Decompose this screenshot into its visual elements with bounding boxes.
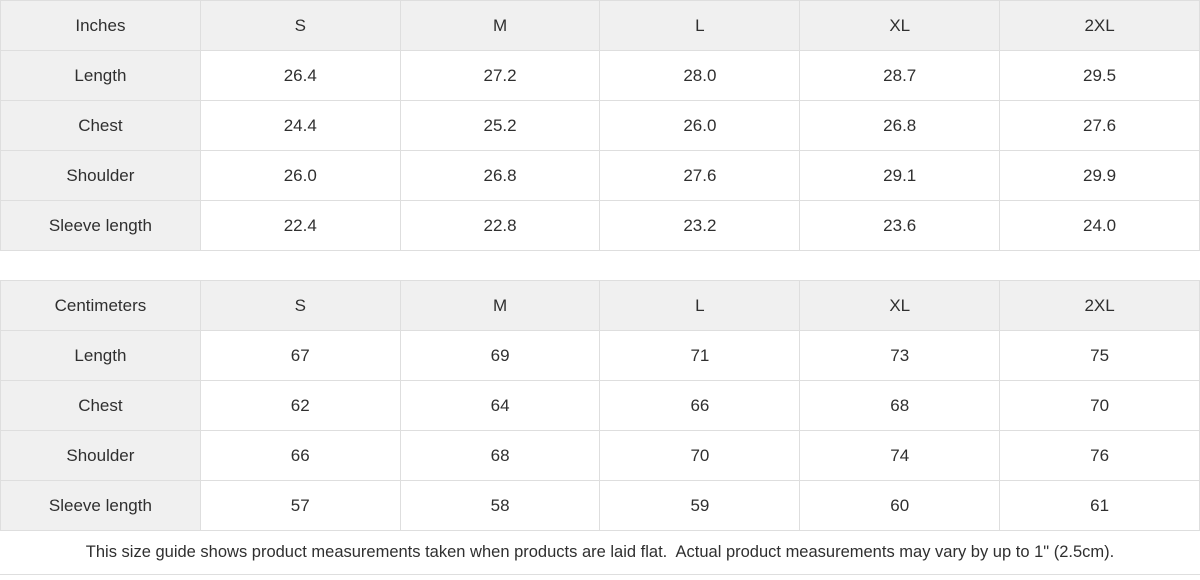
value-cell: 64 xyxy=(399,380,601,431)
row-label-cell: Sleeve length xyxy=(0,200,201,251)
value-cell: 29.1 xyxy=(799,150,1001,201)
value-cell: 26.0 xyxy=(599,100,801,151)
value-cell: 22.8 xyxy=(399,200,601,251)
value-cell: 28.0 xyxy=(599,50,801,101)
value-cell: 58 xyxy=(399,480,601,531)
value-cell: 60 xyxy=(799,480,1001,531)
centimeters-table: Centimeters S M L XL 2XL Length 67 69 71 73 75 Chest… xyxy=(0,280,1200,531)
row-label-cell: Shoulder xyxy=(0,430,201,481)
value-cell: 23.6 xyxy=(799,200,1001,251)
row-label-cell: Chest xyxy=(0,380,201,431)
value-cell: 74 xyxy=(799,430,1001,481)
size-header-cell: M xyxy=(399,280,601,331)
value-cell: 61 xyxy=(999,480,1200,531)
size-guide-note: This size guide shows product measuremen… xyxy=(0,531,1200,575)
value-cell: 75 xyxy=(999,330,1200,381)
value-cell: 70 xyxy=(999,380,1200,431)
size-header-cell: 2XL xyxy=(999,0,1200,51)
value-cell: 69 xyxy=(399,330,601,381)
value-cell: 25.2 xyxy=(399,100,601,151)
table-row: Shoulder 26.0 26.8 27.6 29.1 29.9 xyxy=(0,150,1200,201)
table-row: Shoulder 66 68 70 74 76 xyxy=(0,430,1200,481)
size-header-cell: M xyxy=(399,0,601,51)
unit-header-cell: Centimeters xyxy=(0,280,201,331)
value-cell: 28.7 xyxy=(799,50,1001,101)
inches-table: Inches S M L XL 2XL Length 26.4 27.2 28.0 28.7 29.5… xyxy=(0,0,1200,251)
size-header-cell: L xyxy=(599,280,801,331)
header-row: Centimeters S M L XL 2XL xyxy=(0,280,1200,331)
value-cell: 29.9 xyxy=(999,150,1200,201)
row-label-cell: Length xyxy=(0,50,201,101)
value-cell: 27.6 xyxy=(599,150,801,201)
value-cell: 66 xyxy=(599,380,801,431)
value-cell: 22.4 xyxy=(199,200,401,251)
value-cell: 76 xyxy=(999,430,1200,481)
header-row: Inches S M L XL 2XL xyxy=(0,0,1200,51)
value-cell: 73 xyxy=(799,330,1001,381)
unit-header-cell: Inches xyxy=(0,0,201,51)
row-label-cell: Sleeve length xyxy=(0,480,201,531)
value-cell: 68 xyxy=(799,380,1001,431)
table-row: Chest 62 64 66 68 70 xyxy=(0,380,1200,431)
value-cell: 67 xyxy=(199,330,401,381)
size-header-cell: 2XL xyxy=(999,280,1200,331)
value-cell: 70 xyxy=(599,430,801,481)
value-cell: 26.8 xyxy=(799,100,1001,151)
value-cell: 27.6 xyxy=(999,100,1200,151)
value-cell: 24.0 xyxy=(999,200,1200,251)
table-row: Sleeve length 57 58 59 60 61 xyxy=(0,480,1200,531)
value-cell: 24.4 xyxy=(199,100,401,151)
value-cell: 68 xyxy=(399,430,601,481)
value-cell: 57 xyxy=(199,480,401,531)
table-row: Sleeve length 22.4 22.8 23.2 23.6 24.0 xyxy=(0,200,1200,251)
value-cell: 62 xyxy=(199,380,401,431)
value-cell: 59 xyxy=(599,480,801,531)
value-cell: 71 xyxy=(599,330,801,381)
value-cell: 26.8 xyxy=(399,150,601,201)
size-header-cell: XL xyxy=(799,0,1001,51)
size-header-cell: S xyxy=(199,280,401,331)
value-cell: 23.2 xyxy=(599,200,801,251)
value-cell: 29.5 xyxy=(999,50,1200,101)
table-gap xyxy=(0,251,1200,280)
value-cell: 26.0 xyxy=(199,150,401,201)
table-row: Chest 24.4 25.2 26.0 26.8 27.6 xyxy=(0,100,1200,151)
row-label-cell: Length xyxy=(0,330,201,381)
size-header-cell: L xyxy=(599,0,801,51)
table-row: Length 26.4 27.2 28.0 28.7 29.5 xyxy=(0,50,1200,101)
value-cell: 27.2 xyxy=(399,50,601,101)
size-header-cell: XL xyxy=(799,280,1001,331)
value-cell: 66 xyxy=(199,430,401,481)
row-label-cell: Chest xyxy=(0,100,201,151)
size-header-cell: S xyxy=(199,0,401,51)
table-row: Length 67 69 71 73 75 xyxy=(0,330,1200,381)
row-label-cell: Shoulder xyxy=(0,150,201,201)
value-cell: 26.4 xyxy=(199,50,401,101)
